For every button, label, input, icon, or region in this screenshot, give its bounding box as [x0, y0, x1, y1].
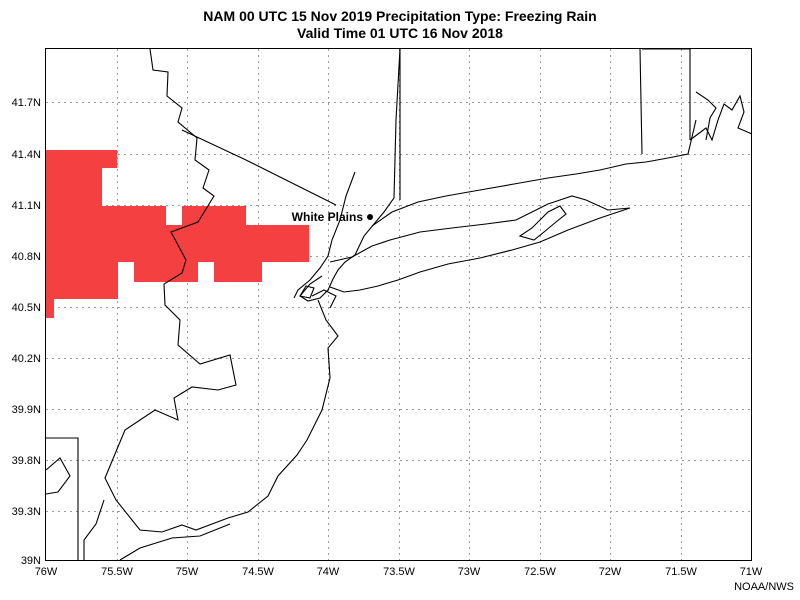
- lat-tick-label: 40.2N: [12, 353, 41, 365]
- delaware-peninsula: [83, 499, 105, 560]
- lon-tick-label: 71.5W: [665, 566, 697, 578]
- map-frame: [45, 48, 752, 561]
- map-title: NAM 00 UTC 15 Nov 2019 Precipitation Typ…: [203, 8, 597, 24]
- boundary-lines: [45, 48, 753, 561]
- state-boundary-ny-nj: [181, 129, 337, 206]
- lat-tick-label: 39.3N: [12, 506, 41, 518]
- lon-tick-label: 76W: [35, 566, 58, 578]
- lat-tick-label: 41.4N: [12, 149, 41, 161]
- lat-tick-label: 41.1N: [12, 200, 41, 212]
- credit-label: NOAA/NWS: [734, 581, 794, 593]
- lat-tick-label: 39.9N: [12, 404, 41, 416]
- raritan-bay: [311, 289, 337, 309]
- white-plains-label: White Plains: [292, 210, 364, 224]
- ri-ma-border: [642, 48, 691, 140]
- lat-tick-label: 39N: [21, 555, 41, 567]
- longitude-labels: 76W 75.5W 75W 74.5W 74W 73.5W 73W 72.5W 72W 71.5W…: [35, 566, 763, 578]
- narragansett-bay: [695, 91, 717, 141]
- nj-south-coast: [119, 523, 231, 561]
- connecticut-coast: [371, 119, 697, 227]
- lon-tick-label: 74W: [317, 566, 340, 578]
- lon-tick-label: 75W: [176, 566, 199, 578]
- white-plains-marker: [367, 214, 373, 220]
- lon-tick-label: 72W: [599, 566, 622, 578]
- graticule: [46, 49, 751, 560]
- lat-tick-label: 41.7N: [12, 97, 41, 109]
- long-island-north-shore: [329, 195, 631, 263]
- lon-tick-label: 74.5W: [242, 566, 274, 578]
- lon-tick-label: 75.5W: [101, 566, 133, 578]
- sound-island-1: [518, 205, 567, 241]
- lat-tick-label: 40.8N: [12, 251, 41, 263]
- freezing-rain-area: [46, 150, 309, 318]
- map-valid-time: Valid Time 01 UTC 16 Nov 2018: [297, 25, 503, 41]
- hudson-river-west: [293, 171, 356, 299]
- hudson-river: [299, 48, 401, 302]
- lon-tick-label: 73W: [458, 566, 481, 578]
- state-boundary-ny-pa: [104, 48, 339, 533]
- delaware-bay: [45, 457, 71, 495]
- long-island-south-shore: [329, 207, 631, 293]
- latitude-labels: 41.7N 41.4N 41.1N 40.8N 40.5N 40.2N 39.9N 39.8N…: [12, 97, 41, 567]
- staten-island: [299, 285, 315, 299]
- lon-tick-label: 72.5W: [524, 566, 556, 578]
- lon-tick-label: 71W: [740, 566, 763, 578]
- lon-tick-label: 73.5W: [383, 566, 415, 578]
- lat-tick-label: 40.5N: [12, 302, 41, 314]
- delaware-bay-west: [46, 437, 79, 560]
- ct-ri-border: [639, 48, 643, 155]
- rhode-island-coast: [689, 94, 753, 142]
- lat-tick-label: 39.8N: [12, 455, 41, 467]
